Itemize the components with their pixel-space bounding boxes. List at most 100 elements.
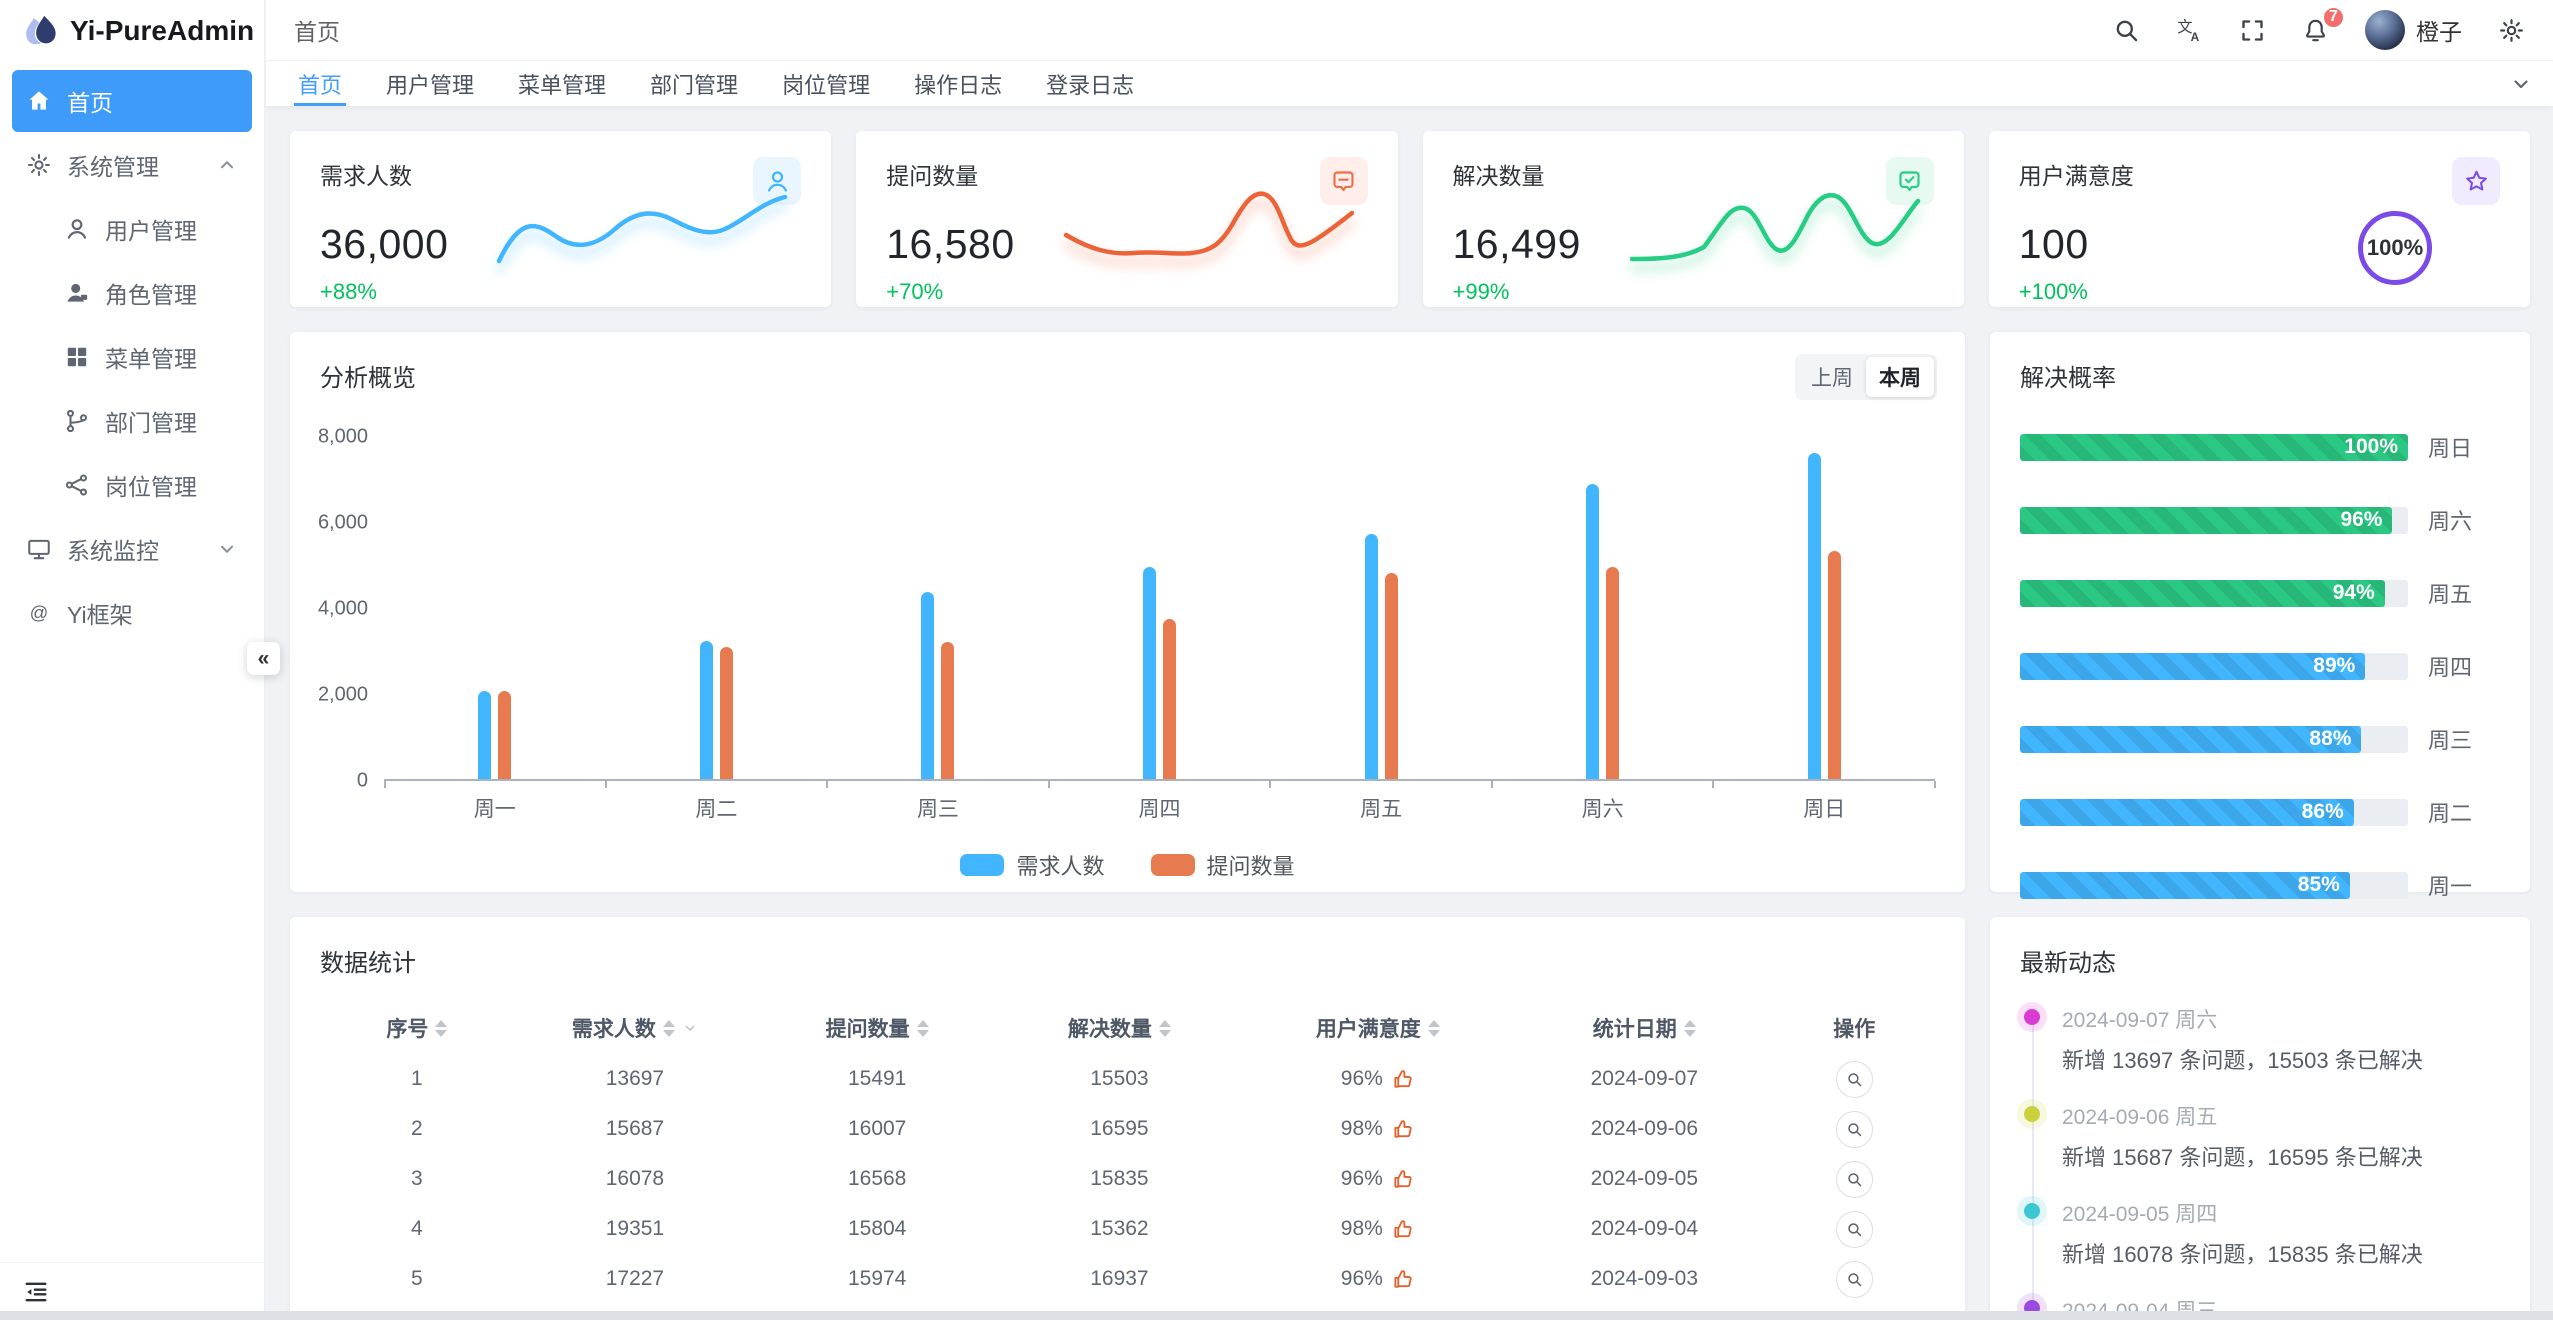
- table-cell: 3: [411, 1167, 423, 1190]
- bar-group-周六[interactable]: [1492, 437, 1715, 788]
- bar-group-周三[interactable]: [827, 437, 1050, 788]
- sidebar-item-yi-framework[interactable]: @ Yi框架: [12, 582, 252, 644]
- magnifier-icon-button[interactable]: [1835, 1160, 1873, 1198]
- column-header[interactable]: 统计日期: [1515, 1002, 1773, 1054]
- thumbs-up-icon: [1392, 1168, 1415, 1191]
- bar-提问数量: [719, 647, 733, 779]
- sort-carets-icon[interactable]: [916, 1019, 929, 1037]
- logo[interactable]: Yi-PureAdmin: [0, 0, 264, 62]
- bar-group-周二[interactable]: [606, 437, 828, 788]
- progress-value: 89%: [2313, 654, 2356, 677]
- progress-day-label: 周一: [2428, 874, 2473, 899]
- plot-area: [384, 437, 1936, 788]
- user-menu[interactable]: 橙子: [2365, 10, 2462, 50]
- satisfaction-value: 96%: [1340, 1067, 1383, 1090]
- week-toggle: 上周 本周: [1795, 354, 1937, 400]
- sidebar-item-post-management[interactable]: 岗位管理: [12, 454, 252, 516]
- tabs: 首页 用户管理 菜单管理 部门管理 岗位管理 操作日志 登录日志: [294, 61, 1174, 106]
- timeline: 2024-09-07 周六 新增 13697 条问题，15503 条已解决 2024…: [2020, 1004, 2500, 1320]
- table-cell: 16078: [605, 1167, 665, 1190]
- stat-cards-row: 需求人数 36,000 +88% 提问数量 16,580 +70%: [290, 131, 2530, 307]
- tab-department-management[interactable]: 部门管理: [650, 72, 739, 98]
- bar-group-周四[interactable]: [1049, 437, 1271, 788]
- tab-user-management[interactable]: 用户管理: [386, 72, 475, 98]
- tab-login-log[interactable]: 登录日志: [1046, 72, 1135, 98]
- column-header[interactable]: 序号: [320, 1002, 514, 1054]
- column-header[interactable]: 解决数量: [998, 1002, 1240, 1054]
- sort-carets-icon[interactable]: [1683, 1019, 1696, 1037]
- sidebar-item-user-management[interactable]: 用户管理: [12, 198, 252, 260]
- operation-cell: [1773, 1254, 1935, 1304]
- magnifier-icon-button[interactable]: [1835, 1260, 1873, 1298]
- tabs-more-chevron-down-icon[interactable]: [2509, 72, 2533, 96]
- timeline-dot: [2024, 1203, 2040, 1219]
- bar-group-周日[interactable]: [1713, 437, 1936, 788]
- sidebar-item-system-management[interactable]: 系统管理: [12, 134, 252, 196]
- stat-card-question: 提问数量 16,580 +70%: [856, 131, 1398, 307]
- column-header[interactable]: 用户满意度: [1241, 1002, 1516, 1054]
- sidebar-collapse-button[interactable]: «: [247, 642, 280, 675]
- sort-carets-icon[interactable]: [435, 1019, 448, 1037]
- bell-icon[interactable]: 7: [2302, 5, 2345, 44]
- horizontal-scrollbar[interactable]: [0, 1311, 2553, 1320]
- tab-operation-log[interactable]: 操作日志: [914, 72, 1003, 98]
- this-week-button[interactable]: 本周: [1866, 357, 1934, 397]
- legend-item-提问数量[interactable]: 提问数量: [1150, 849, 1295, 881]
- date-cell: 2024-09-05: [1590, 1167, 1698, 1190]
- magnifier-icon-button[interactable]: [1835, 1060, 1873, 1098]
- bar-提问数量: [1384, 573, 1398, 779]
- table-cell: 1: [411, 1067, 423, 1090]
- column-header-label: 解决数量: [1067, 1018, 1152, 1041]
- sidebar-item-system-monitor[interactable]: 系统监控: [12, 518, 252, 580]
- magnifier-icon-button[interactable]: [1835, 1110, 1873, 1148]
- sort-carets-icon[interactable]: [1158, 1019, 1171, 1037]
- sidebar-item-home[interactable]: 首页: [12, 70, 252, 132]
- column-header[interactable]: 需求人数: [514, 1002, 756, 1054]
- progress-value: 88%: [2309, 727, 2352, 750]
- solve-rate-row: 86% 周二: [2020, 796, 2500, 828]
- satisfaction-ring: 100%: [2358, 211, 2432, 285]
- column-header[interactable]: 提问数量: [756, 1002, 998, 1054]
- satisfaction-cell: 96%: [1241, 1254, 1516, 1304]
- thumbs-up-icon: [1392, 1118, 1415, 1141]
- bar-group-周一[interactable]: [384, 437, 607, 788]
- bar-group-周五[interactable]: [1270, 437, 1493, 788]
- progress-value: 94%: [2332, 581, 2375, 604]
- filter-chevron-down-icon[interactable]: [682, 1020, 698, 1036]
- timeline-text: 新增 16078 条问题，15835 条已解决: [2062, 1242, 2423, 1267]
- sidebar-item-menu-management[interactable]: 菜单管理: [12, 326, 252, 388]
- sidebar-item-department-management[interactable]: 部门管理: [12, 390, 252, 452]
- progress-track: 94%: [2020, 579, 2408, 607]
- timeline-text: 新增 15687 条问题，16595 条已解决: [2062, 1145, 2423, 1170]
- last-week-button[interactable]: 上周: [1811, 367, 1853, 390]
- satisfaction-cell: 98%: [1241, 1104, 1516, 1154]
- fullscreen-icon[interactable]: [2239, 17, 2266, 44]
- tab-menu-management[interactable]: 菜单管理: [518, 72, 607, 98]
- notification-badge: 7: [2322, 5, 2345, 29]
- sidebar-menu: 首页 系统管理 用户管理 角色管理 菜单管理 部门管理 岗位管理 系统监控 @ Yi框架: [0, 62, 264, 1262]
- collapse-menu-icon[interactable]: [22, 1278, 50, 1306]
- search-icon[interactable]: [2113, 17, 2140, 44]
- message-check-icon: [1885, 157, 1934, 205]
- progress-track: 96%: [2020, 506, 2408, 534]
- magnifier-icon-button[interactable]: [1835, 1210, 1873, 1248]
- tab-post-management[interactable]: 岗位管理: [782, 72, 871, 98]
- progress-value: 100%: [2344, 435, 2398, 458]
- progress-day-label: 周四: [2428, 655, 2473, 680]
- bar-需求人数: [1807, 453, 1821, 779]
- settings-gear-icon[interactable]: [2498, 17, 2525, 44]
- panel-title: 最新动态: [2020, 950, 2116, 977]
- sidebar-item-role-management[interactable]: 角色管理: [12, 262, 252, 324]
- table-cell: 16568: [847, 1167, 907, 1190]
- stat-card-title: 提问数量: [886, 163, 979, 189]
- legend-item-需求人数[interactable]: 需求人数: [960, 849, 1105, 881]
- tab-home[interactable]: 首页: [294, 61, 347, 106]
- sort-carets-icon[interactable]: [1427, 1019, 1440, 1037]
- bar-chart: 8,000 6,000 4,000 2,000 0 周一 周二 周三 周四 周五 周六 周日: [317, 426, 1936, 823]
- tabs-bar: 首页 用户管理 菜单管理 部门管理 岗位管理 操作日志 登录日志: [266, 60, 2553, 106]
- y-tick-label: 2,000: [317, 683, 368, 706]
- sort-carets-icon[interactable]: [662, 1019, 675, 1037]
- home-icon: [26, 88, 52, 114]
- x-axis-label: 周五: [1360, 798, 1403, 821]
